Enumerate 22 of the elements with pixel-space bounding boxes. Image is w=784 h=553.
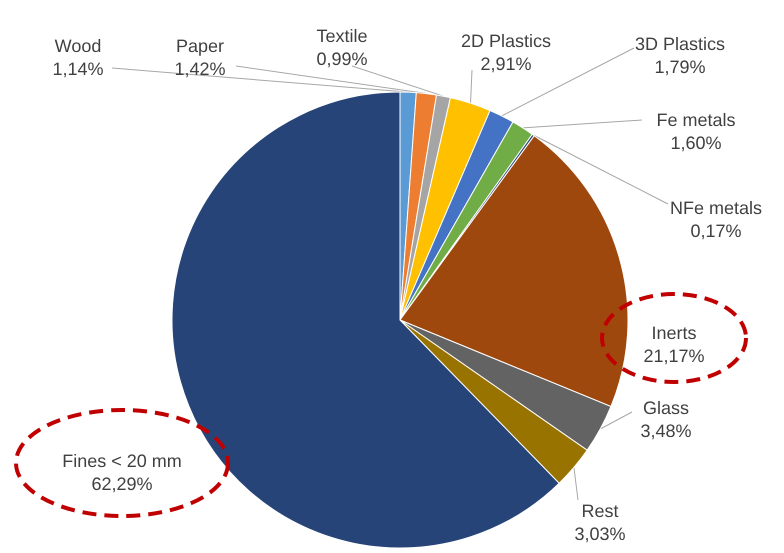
slice-label: Paper bbox=[176, 36, 224, 56]
slice-label: 2D Plastics bbox=[460, 31, 552, 51]
slice-label: Textile bbox=[316, 26, 368, 46]
data-label: 62,29% bbox=[91, 474, 153, 494]
data-label: 3,03% bbox=[574, 524, 626, 544]
slice-label: Fines < 20 mm bbox=[62, 451, 182, 471]
data-label: 0,17% bbox=[690, 221, 742, 241]
data-label: 2,91% bbox=[480, 54, 532, 74]
data-label: 1,79% bbox=[654, 57, 706, 77]
data-label: 21,17% bbox=[643, 346, 705, 366]
slice-label: Glass bbox=[642, 398, 690, 418]
slice-label: Fe metals bbox=[656, 110, 736, 130]
data-label: 1,60% bbox=[670, 133, 722, 153]
data-label: 3,48% bbox=[640, 421, 692, 441]
slice-label: NFe metals bbox=[670, 198, 762, 218]
data-label: 0,99% bbox=[316, 49, 368, 69]
slice-label: Inerts bbox=[651, 323, 697, 343]
slice-label: Rest bbox=[581, 501, 619, 521]
slice-label: Wood bbox=[54, 36, 102, 56]
data-label: 1,42% bbox=[174, 59, 226, 79]
slice-label: 3D Plastics bbox=[634, 34, 726, 54]
data-label: 1,14% bbox=[52, 59, 104, 79]
